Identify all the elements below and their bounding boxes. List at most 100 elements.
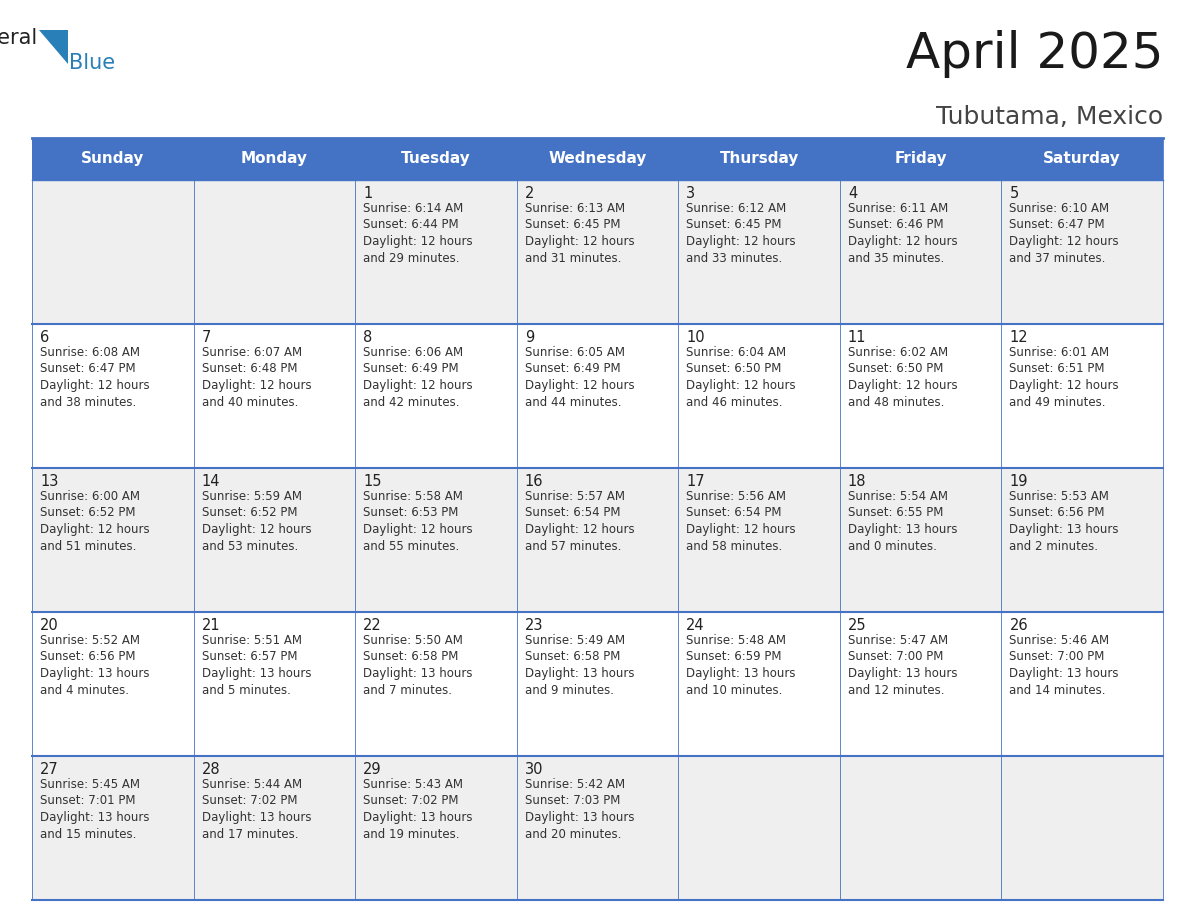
Text: Sunrise: 6:01 AM
Sunset: 6:51 PM
Daylight: 12 hours
and 49 minutes.: Sunrise: 6:01 AM Sunset: 6:51 PM Dayligh… xyxy=(1010,346,1119,409)
Bar xyxy=(517,324,678,468)
Text: Sunrise: 6:05 AM
Sunset: 6:49 PM
Daylight: 12 hours
and 44 minutes.: Sunrise: 6:05 AM Sunset: 6:49 PM Dayligh… xyxy=(525,346,634,409)
Bar xyxy=(678,138,840,180)
Text: 18: 18 xyxy=(848,474,866,489)
Text: 4: 4 xyxy=(848,186,857,201)
Text: Sunrise: 5:49 AM
Sunset: 6:58 PM
Daylight: 13 hours
and 9 minutes.: Sunrise: 5:49 AM Sunset: 6:58 PM Dayligh… xyxy=(525,634,634,697)
Text: Monday: Monday xyxy=(241,151,308,166)
Bar xyxy=(517,468,678,612)
Text: Sunrise: 5:43 AM
Sunset: 7:02 PM
Daylight: 13 hours
and 19 minutes.: Sunrise: 5:43 AM Sunset: 7:02 PM Dayligh… xyxy=(364,778,473,841)
Text: Sunrise: 5:46 AM
Sunset: 7:00 PM
Daylight: 13 hours
and 14 minutes.: Sunrise: 5:46 AM Sunset: 7:00 PM Dayligh… xyxy=(1010,634,1119,697)
Text: 8: 8 xyxy=(364,330,372,345)
Text: Tuesday: Tuesday xyxy=(402,151,470,166)
Bar xyxy=(678,468,840,612)
Text: Blue: Blue xyxy=(69,53,115,73)
Text: 16: 16 xyxy=(525,474,543,489)
Bar xyxy=(32,324,194,468)
Text: 5: 5 xyxy=(1010,186,1018,201)
Text: 9: 9 xyxy=(525,330,533,345)
Bar xyxy=(517,612,678,756)
Text: Sunday: Sunday xyxy=(81,151,145,166)
Text: Thursday: Thursday xyxy=(720,151,798,166)
Bar xyxy=(355,324,517,468)
Bar xyxy=(32,180,194,324)
Text: Sunrise: 5:56 AM
Sunset: 6:54 PM
Daylight: 12 hours
and 58 minutes.: Sunrise: 5:56 AM Sunset: 6:54 PM Dayligh… xyxy=(687,490,796,553)
Bar xyxy=(32,468,194,612)
Bar xyxy=(678,180,840,324)
Text: Sunrise: 6:12 AM
Sunset: 6:45 PM
Daylight: 12 hours
and 33 minutes.: Sunrise: 6:12 AM Sunset: 6:45 PM Dayligh… xyxy=(687,202,796,264)
Bar xyxy=(194,180,355,324)
Text: Friday: Friday xyxy=(895,151,947,166)
Bar xyxy=(840,468,1001,612)
Bar xyxy=(840,324,1001,468)
Text: 22: 22 xyxy=(364,618,381,633)
Text: 3: 3 xyxy=(687,186,695,201)
Text: Sunrise: 5:57 AM
Sunset: 6:54 PM
Daylight: 12 hours
and 57 minutes.: Sunrise: 5:57 AM Sunset: 6:54 PM Dayligh… xyxy=(525,490,634,553)
Bar xyxy=(1001,612,1163,756)
Bar xyxy=(32,138,194,180)
Text: 11: 11 xyxy=(848,330,866,345)
Text: Sunrise: 6:04 AM
Sunset: 6:50 PM
Daylight: 12 hours
and 46 minutes.: Sunrise: 6:04 AM Sunset: 6:50 PM Dayligh… xyxy=(687,346,796,409)
Bar xyxy=(678,756,840,900)
Bar xyxy=(1001,324,1163,468)
Polygon shape xyxy=(39,30,68,64)
Text: Sunrise: 5:44 AM
Sunset: 7:02 PM
Daylight: 13 hours
and 17 minutes.: Sunrise: 5:44 AM Sunset: 7:02 PM Dayligh… xyxy=(202,778,311,841)
Text: 12: 12 xyxy=(1010,330,1028,345)
Text: 19: 19 xyxy=(1010,474,1028,489)
Bar xyxy=(1001,138,1163,180)
Text: 29: 29 xyxy=(364,762,381,777)
Text: Sunrise: 5:48 AM
Sunset: 6:59 PM
Daylight: 13 hours
and 10 minutes.: Sunrise: 5:48 AM Sunset: 6:59 PM Dayligh… xyxy=(687,634,796,697)
Text: 14: 14 xyxy=(202,474,220,489)
Text: 10: 10 xyxy=(687,330,704,345)
Bar xyxy=(194,468,355,612)
Text: 24: 24 xyxy=(687,618,704,633)
Text: 21: 21 xyxy=(202,618,220,633)
Text: Sunrise: 5:53 AM
Sunset: 6:56 PM
Daylight: 13 hours
and 2 minutes.: Sunrise: 5:53 AM Sunset: 6:56 PM Dayligh… xyxy=(1010,490,1119,553)
Text: 1: 1 xyxy=(364,186,372,201)
Bar xyxy=(355,180,517,324)
Bar xyxy=(355,612,517,756)
Text: 13: 13 xyxy=(40,474,58,489)
Bar xyxy=(194,612,355,756)
Text: Sunrise: 5:51 AM
Sunset: 6:57 PM
Daylight: 13 hours
and 5 minutes.: Sunrise: 5:51 AM Sunset: 6:57 PM Dayligh… xyxy=(202,634,311,697)
Bar xyxy=(194,138,355,180)
Bar xyxy=(1001,468,1163,612)
Bar xyxy=(840,756,1001,900)
Text: 20: 20 xyxy=(40,618,58,633)
Bar xyxy=(517,180,678,324)
Text: 27: 27 xyxy=(40,762,58,777)
Text: Sunrise: 6:07 AM
Sunset: 6:48 PM
Daylight: 12 hours
and 40 minutes.: Sunrise: 6:07 AM Sunset: 6:48 PM Dayligh… xyxy=(202,346,311,409)
Text: Sunrise: 5:59 AM
Sunset: 6:52 PM
Daylight: 12 hours
and 53 minutes.: Sunrise: 5:59 AM Sunset: 6:52 PM Dayligh… xyxy=(202,490,311,553)
Text: 25: 25 xyxy=(848,618,866,633)
Text: Sunrise: 5:52 AM
Sunset: 6:56 PM
Daylight: 13 hours
and 4 minutes.: Sunrise: 5:52 AM Sunset: 6:56 PM Dayligh… xyxy=(40,634,150,697)
Bar xyxy=(32,612,194,756)
Text: General: General xyxy=(0,28,38,48)
Text: 2: 2 xyxy=(525,186,535,201)
Text: 17: 17 xyxy=(687,474,704,489)
Text: Sunrise: 6:06 AM
Sunset: 6:49 PM
Daylight: 12 hours
and 42 minutes.: Sunrise: 6:06 AM Sunset: 6:49 PM Dayligh… xyxy=(364,346,473,409)
Text: 7: 7 xyxy=(202,330,211,345)
Text: 26: 26 xyxy=(1010,618,1028,633)
Text: 23: 23 xyxy=(525,618,543,633)
Text: Saturday: Saturday xyxy=(1043,151,1121,166)
Text: Tubutama, Mexico: Tubutama, Mexico xyxy=(936,105,1163,129)
Bar xyxy=(840,612,1001,756)
Bar xyxy=(194,756,355,900)
Text: 30: 30 xyxy=(525,762,543,777)
Bar xyxy=(32,756,194,900)
Text: Sunrise: 6:00 AM
Sunset: 6:52 PM
Daylight: 12 hours
and 51 minutes.: Sunrise: 6:00 AM Sunset: 6:52 PM Dayligh… xyxy=(40,490,150,553)
Bar xyxy=(1001,180,1163,324)
Text: 15: 15 xyxy=(364,474,381,489)
Text: 28: 28 xyxy=(202,762,220,777)
Bar xyxy=(194,324,355,468)
Text: Sunrise: 6:11 AM
Sunset: 6:46 PM
Daylight: 12 hours
and 35 minutes.: Sunrise: 6:11 AM Sunset: 6:46 PM Dayligh… xyxy=(848,202,958,264)
Text: Sunrise: 5:58 AM
Sunset: 6:53 PM
Daylight: 12 hours
and 55 minutes.: Sunrise: 5:58 AM Sunset: 6:53 PM Dayligh… xyxy=(364,490,473,553)
Bar xyxy=(840,138,1001,180)
Text: 6: 6 xyxy=(40,330,49,345)
Text: Sunrise: 5:50 AM
Sunset: 6:58 PM
Daylight: 13 hours
and 7 minutes.: Sunrise: 5:50 AM Sunset: 6:58 PM Dayligh… xyxy=(364,634,473,697)
Text: Sunrise: 6:02 AM
Sunset: 6:50 PM
Daylight: 12 hours
and 48 minutes.: Sunrise: 6:02 AM Sunset: 6:50 PM Dayligh… xyxy=(848,346,958,409)
Text: April 2025: April 2025 xyxy=(905,30,1163,78)
Bar xyxy=(355,138,517,180)
Text: Sunrise: 5:47 AM
Sunset: 7:00 PM
Daylight: 13 hours
and 12 minutes.: Sunrise: 5:47 AM Sunset: 7:00 PM Dayligh… xyxy=(848,634,958,697)
Text: Sunrise: 6:08 AM
Sunset: 6:47 PM
Daylight: 12 hours
and 38 minutes.: Sunrise: 6:08 AM Sunset: 6:47 PM Dayligh… xyxy=(40,346,150,409)
Bar xyxy=(1001,756,1163,900)
